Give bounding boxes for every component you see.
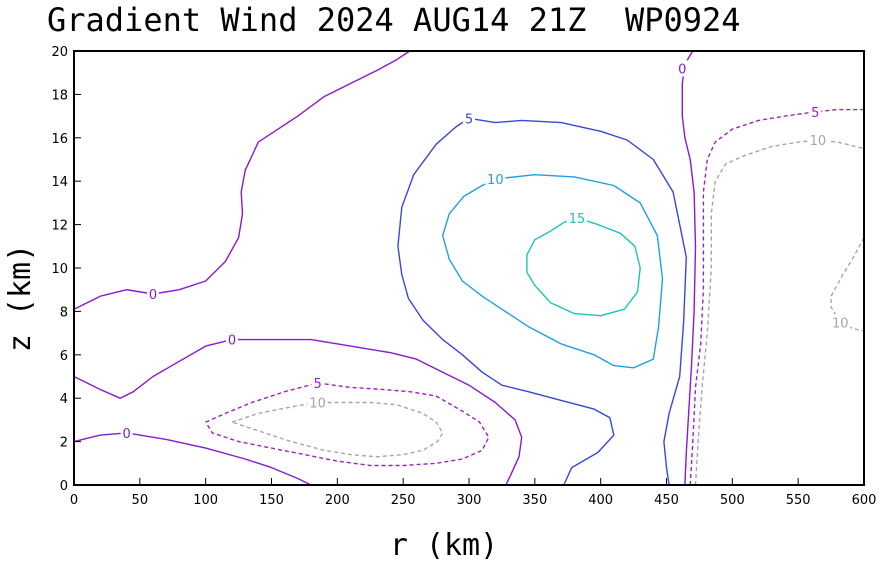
contour-label-bg bbox=[226, 331, 238, 348]
y-tick-label: 12 bbox=[51, 219, 68, 234]
x-tick-label: 150 bbox=[259, 493, 284, 508]
contour-label: 5 bbox=[811, 106, 819, 121]
x-tick-label: 200 bbox=[325, 493, 350, 508]
contour-layer bbox=[73, 50, 865, 486]
x-tick-label: 350 bbox=[522, 493, 547, 508]
contour-label: 10 bbox=[487, 173, 504, 188]
x-axis-label: r (km) bbox=[390, 528, 498, 561]
contour-line-10 bbox=[442, 174, 664, 369]
contour-line-neg10 bbox=[694, 139, 865, 486]
contour-line-neg5 bbox=[205, 382, 490, 467]
contour-label-bg bbox=[307, 394, 328, 411]
x-tick-label: 550 bbox=[786, 493, 811, 508]
x-tick-label: 300 bbox=[457, 493, 482, 508]
x-tick-label: 100 bbox=[193, 493, 218, 508]
contour-label: 15 bbox=[569, 212, 586, 227]
x-tick-label: 50 bbox=[132, 493, 149, 508]
contour-line-15 bbox=[526, 217, 641, 317]
contour-label-bg bbox=[147, 286, 159, 303]
y-tick-label: 18 bbox=[51, 88, 68, 103]
contour-line-0 bbox=[73, 50, 411, 310]
y-tick-label: 20 bbox=[51, 45, 68, 60]
contour-label: 10 bbox=[810, 134, 827, 149]
y-tick-label: 14 bbox=[51, 175, 68, 190]
contour-line-neg5 bbox=[689, 108, 864, 486]
x-tick-label: 400 bbox=[588, 493, 613, 508]
contour-label-bg bbox=[807, 131, 828, 148]
contour-line-neg10 bbox=[830, 237, 865, 332]
contour-label-bg bbox=[566, 210, 587, 227]
contour-label-bg bbox=[311, 375, 324, 392]
contour-label: 10 bbox=[309, 397, 326, 412]
contour-line-0 bbox=[681, 50, 697, 486]
y-axis-label: z (km) bbox=[3, 244, 38, 352]
y-tick-label: 2 bbox=[60, 436, 68, 451]
contour-line-0 bbox=[73, 432, 312, 486]
contour-line-0 bbox=[73, 338, 523, 486]
y-tick-label: 6 bbox=[60, 349, 68, 364]
contour-label: 0 bbox=[678, 62, 686, 77]
contour-label-bg bbox=[830, 314, 851, 331]
contour-label-bg bbox=[120, 424, 133, 441]
contour-label: 0 bbox=[228, 334, 236, 349]
x-tick-label: 250 bbox=[391, 493, 416, 508]
y-tick-label: 8 bbox=[60, 305, 68, 320]
contour-label-bg bbox=[463, 110, 475, 127]
contour-line-neg10 bbox=[231, 401, 444, 458]
contour-label: 5 bbox=[465, 112, 473, 127]
contour-label: 10 bbox=[832, 316, 849, 331]
y-axis-ticks: 0 2 4 6 8 10 12 14 16 18 20 bbox=[51, 45, 81, 494]
x-tick-label: 600 bbox=[852, 493, 877, 508]
y-tick-label: 4 bbox=[60, 392, 68, 407]
contour-label-bg bbox=[676, 60, 689, 77]
contour-label: 5 bbox=[313, 377, 321, 392]
chart-title: Gradient Wind 2024 AUG14 21Z WP0924 bbox=[47, 1, 741, 39]
x-tick-label: 450 bbox=[654, 493, 679, 508]
contour-label-layer: 0 0 0 0 5 10 15 5 5 10 10 10 bbox=[120, 60, 851, 442]
x-tick-label: 0 bbox=[70, 493, 78, 508]
x-tick-label: 500 bbox=[720, 493, 745, 508]
x-axis-ticks: 0 50 100 150 200 250 300 350 400 450 500 550 600 bbox=[70, 478, 877, 508]
contour-label-bg bbox=[485, 171, 506, 188]
y-tick-label: 0 bbox=[60, 479, 68, 494]
contour-label-bg bbox=[809, 103, 822, 120]
y-tick-label: 16 bbox=[51, 132, 68, 147]
contour-line-5 bbox=[397, 117, 687, 486]
y-tick-label: 10 bbox=[51, 262, 68, 277]
contour-label: 0 bbox=[149, 288, 157, 303]
contour-label: 0 bbox=[123, 427, 131, 442]
